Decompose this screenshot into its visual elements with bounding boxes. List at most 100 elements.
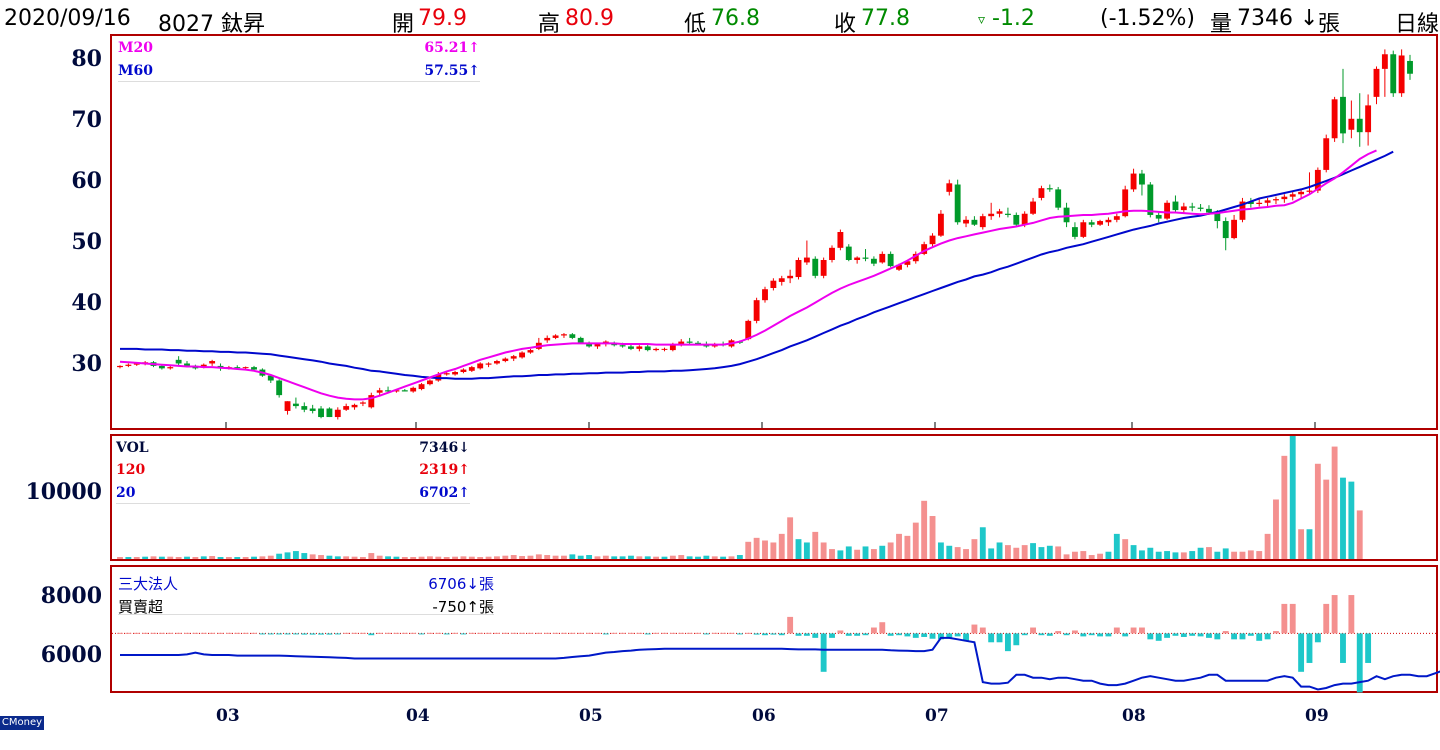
month-label: 09: [1305, 706, 1329, 726]
volume-bar: [477, 557, 484, 559]
candle-body: [184, 363, 190, 366]
volume-bar: [318, 555, 324, 559]
volume-value: 7346: [1237, 6, 1293, 31]
net-bar: [485, 632, 492, 634]
candle-body: [251, 367, 257, 370]
net-bar: [1289, 603, 1296, 634]
legend-vol-value: 7346: [419, 440, 459, 456]
volume-bar: [427, 556, 433, 559]
volume-bar: [1030, 543, 1036, 559]
net-bar: [552, 632, 559, 634]
volume-bar: [862, 546, 869, 559]
volume-bar: [452, 556, 458, 559]
volume-bar: [284, 552, 291, 559]
volume-bar: [494, 556, 500, 559]
net-bar: [1356, 633, 1363, 693]
net-bar: [1214, 633, 1221, 640]
candle-body: [133, 363, 140, 365]
net-bar: [519, 632, 526, 634]
candle-body: [267, 375, 274, 381]
volume-bar: [1314, 463, 1321, 559]
up-arrow-icon: ↑: [458, 462, 470, 478]
volume-bar: [443, 557, 450, 559]
candle-body: [418, 384, 425, 390]
legend-net-value: -750: [432, 598, 467, 616]
net-bar: [460, 633, 467, 635]
candle-body: [502, 358, 509, 362]
volume-bar: [845, 546, 852, 559]
volume-bar: [292, 551, 299, 559]
volume-bar: [519, 556, 526, 559]
candle-body: [887, 253, 894, 267]
change-percent: (-1.52%): [1100, 6, 1195, 31]
open-label: 開: [392, 12, 415, 37]
net-bar: [1239, 633, 1246, 640]
period-label[interactable]: 日線: [1395, 12, 1440, 37]
candle-body: [209, 361, 216, 364]
candle-body: [854, 257, 861, 260]
net-bar: [561, 632, 567, 634]
net-bar: [577, 632, 584, 634]
price-tick-label: 30: [71, 350, 102, 377]
net-bar: [267, 633, 274, 635]
candle-body: [820, 260, 827, 276]
net-bar: [301, 633, 308, 635]
volume-bar: [1172, 552, 1179, 559]
candle-body: [669, 344, 676, 351]
volume-bar: [963, 549, 969, 559]
candle-body: [1298, 191, 1305, 195]
volume-bar: [1038, 547, 1045, 559]
candle-body: [234, 367, 241, 369]
legend-vol120-value: 2319: [419, 462, 459, 478]
volume-bar: [1289, 436, 1296, 559]
candle-body: [996, 211, 1003, 214]
candle-body: [1063, 207, 1070, 223]
volume-bar: [309, 554, 316, 559]
net-bar: [678, 632, 685, 634]
net-bar: [829, 633, 835, 638]
candle-body: [125, 364, 132, 366]
net-bar: [217, 632, 224, 634]
candle-body: [1021, 213, 1028, 225]
net-bar: [1105, 633, 1112, 637]
candle-body: [309, 408, 316, 411]
volume-bar: [326, 555, 333, 559]
volume-bar: [334, 556, 341, 559]
volume-bar: [988, 548, 995, 559]
volume-bar: [351, 556, 358, 559]
volume-bar: [158, 556, 165, 559]
candle-body: [795, 260, 802, 278]
volume-bar: [770, 542, 777, 559]
candle-body: [519, 352, 526, 358]
volume-bar: [896, 533, 902, 559]
candle-body: [678, 341, 685, 344]
net-bar: [435, 632, 442, 634]
volume-bar: [1122, 539, 1129, 559]
candle-body: [1373, 68, 1380, 97]
volume-bar: [393, 556, 400, 559]
volume-bar: [879, 545, 886, 559]
volume-bar: [125, 557, 132, 559]
candle-body: [1331, 99, 1338, 139]
net-bar: [1306, 633, 1313, 663]
volume-bar: [1340, 477, 1346, 559]
net-bar: [167, 632, 174, 634]
institutional-tick-label: 6000: [40, 641, 102, 668]
candle-body: [1340, 96, 1346, 134]
candle-body: [636, 346, 643, 349]
candle-body: [1197, 207, 1204, 209]
net-bar: [1298, 633, 1305, 672]
candle-body: [544, 337, 551, 341]
volume-bar: [142, 556, 149, 559]
volume-bar: [1139, 550, 1145, 559]
net-bar: [971, 624, 978, 634]
volume-bar: [611, 556, 618, 559]
volume-bar: [971, 539, 978, 559]
net-bar: [1063, 633, 1070, 636]
volume-bar: [921, 500, 928, 559]
volume-bar: [644, 556, 651, 559]
net-bar: [979, 627, 986, 634]
net-bar: [703, 633, 710, 635]
net-bar: [996, 633, 1003, 643]
net-bar: [586, 632, 593, 634]
